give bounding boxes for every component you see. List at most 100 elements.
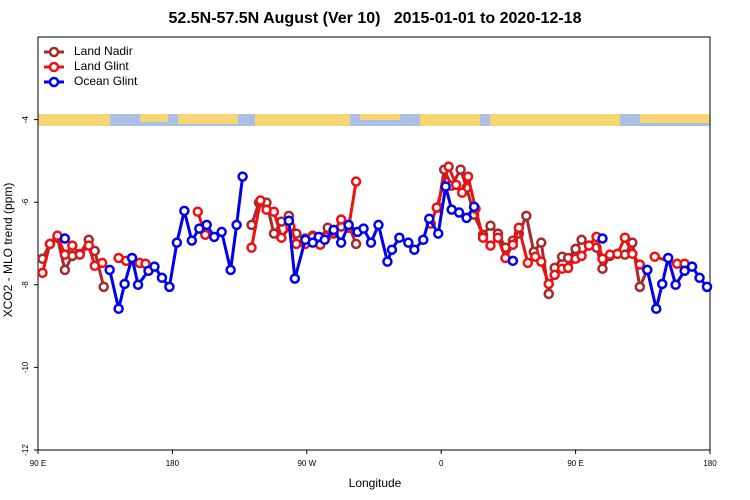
point (104, 264, 115, 276)
point (456, 187, 468, 198)
point (37, 267, 48, 279)
point (570, 243, 581, 255)
point (576, 234, 587, 246)
point (612, 248, 623, 260)
point (507, 239, 519, 250)
point (113, 303, 124, 315)
point (283, 215, 295, 227)
point (373, 219, 384, 231)
x-tick-label: 180 (703, 459, 717, 468)
point (597, 253, 608, 265)
point (83, 240, 95, 251)
point (164, 281, 175, 293)
point (403, 237, 414, 248)
point (597, 233, 608, 244)
point (634, 259, 646, 270)
point (694, 272, 705, 284)
point (576, 250, 587, 262)
point (59, 233, 71, 244)
point (686, 261, 698, 272)
point (485, 240, 496, 251)
point (335, 214, 347, 225)
point (485, 220, 496, 231)
point (246, 242, 257, 253)
point (507, 255, 519, 267)
point (453, 207, 465, 218)
legend-marker (48, 76, 60, 88)
y-axis-label: XCO2 - MLO trend (ppm) (1, 183, 15, 318)
point (549, 269, 560, 281)
point (186, 235, 198, 246)
legend-label: Land Nadir (74, 44, 133, 58)
point (171, 237, 183, 248)
point (536, 256, 547, 267)
legend-label: Ocean Glint (74, 74, 138, 88)
point (394, 232, 405, 243)
point (350, 176, 362, 187)
point (662, 252, 674, 264)
chart-title: 52.5N-57.5N August (Ver 10) 2015-01-01 t… (169, 10, 582, 27)
point (543, 288, 554, 300)
point (536, 237, 547, 248)
point (650, 303, 662, 315)
point (656, 278, 668, 290)
point (627, 248, 638, 260)
point (192, 206, 204, 217)
legend-marker (48, 46, 60, 58)
y-tick-label: -10 (21, 361, 30, 373)
point (358, 223, 369, 234)
point (96, 257, 108, 269)
point (440, 181, 451, 192)
point (562, 262, 574, 274)
point (59, 249, 71, 260)
point (126, 252, 138, 264)
point (350, 238, 362, 250)
x-tick-label: 90 E (567, 459, 583, 468)
point (343, 219, 354, 231)
point (365, 237, 377, 248)
point (521, 210, 532, 222)
point (443, 161, 454, 172)
point (328, 224, 339, 236)
point (670, 279, 681, 291)
point (492, 232, 504, 243)
point (461, 212, 472, 224)
point (462, 171, 474, 182)
point (268, 206, 280, 217)
y-tick-label: -12 (21, 444, 30, 456)
point (382, 256, 393, 267)
point (200, 229, 211, 241)
point (74, 249, 86, 260)
point (432, 228, 444, 239)
x-axis-label: Longitude (349, 476, 402, 490)
x-tick-label: 90 W (297, 459, 316, 468)
point (319, 234, 330, 246)
point (418, 234, 429, 246)
point (597, 263, 608, 274)
point (649, 251, 660, 262)
legend-marker (48, 61, 60, 73)
point (132, 279, 144, 291)
x-tick-label: 0 (439, 459, 444, 468)
point (424, 213, 435, 224)
x-tick-label: 90 E (30, 459, 46, 468)
point (291, 238, 302, 250)
plot-frame (37, 36, 711, 451)
point (409, 244, 420, 255)
point (276, 232, 287, 243)
point (619, 232, 631, 243)
map-strip (38, 114, 710, 126)
y-tick-label: -4 (21, 115, 30, 123)
point (216, 226, 227, 238)
point (119, 278, 130, 290)
point (179, 205, 190, 217)
legend-label: Land Glint (74, 59, 129, 73)
point (431, 202, 442, 213)
point (225, 264, 236, 276)
point (255, 195, 266, 206)
point (335, 237, 347, 248)
point (642, 264, 653, 276)
point (44, 238, 56, 250)
